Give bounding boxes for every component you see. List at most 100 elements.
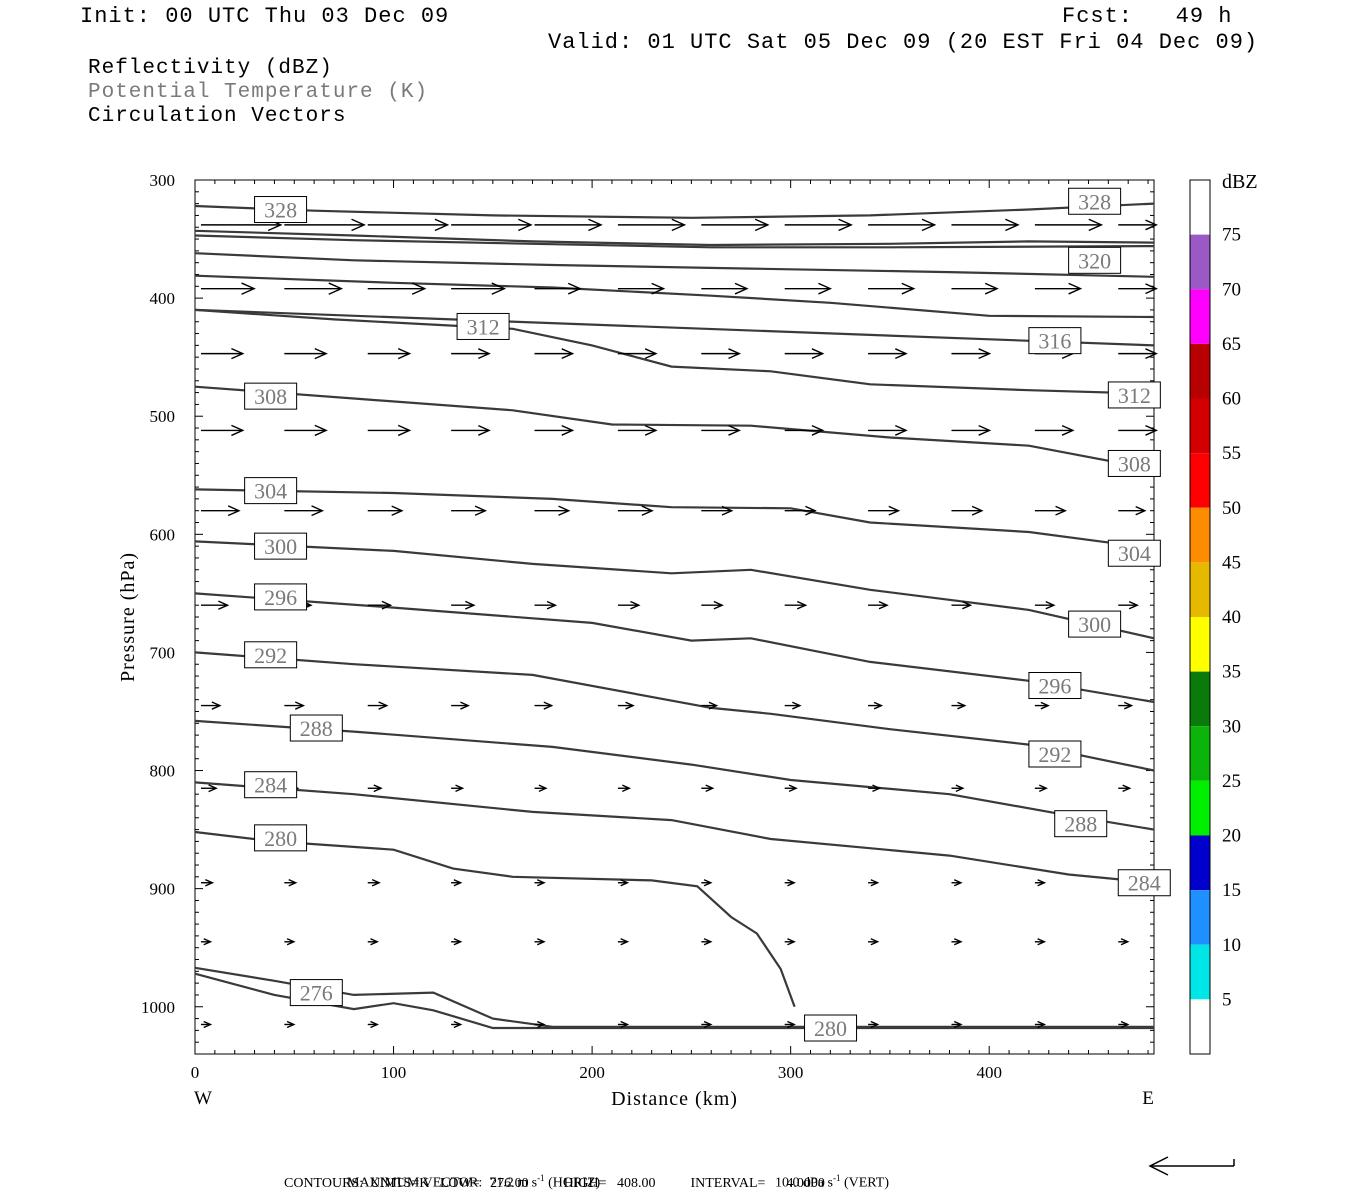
circulation-vector — [534, 218, 603, 232]
contour-label-box — [1107, 539, 1161, 567]
colorbar-level-label: 5 — [1222, 989, 1232, 1010]
circulation-vector — [534, 879, 546, 887]
vector-head — [805, 505, 817, 516]
circulation-vector — [451, 701, 470, 710]
vector-head — [641, 505, 654, 516]
circulation-vector — [951, 424, 992, 436]
vector-head — [870, 1020, 880, 1029]
circulation-vector — [951, 879, 963, 887]
vector-head — [1038, 784, 1048, 793]
contour-label: 308 — [1118, 451, 1151, 476]
vector-head — [622, 784, 632, 793]
theta-contour — [194, 252, 1155, 278]
circulation-vector — [951, 1020, 963, 1029]
vector-head — [491, 282, 507, 295]
vector-head — [708, 701, 719, 710]
circulation-vector — [784, 424, 825, 436]
vector-head — [1037, 879, 1047, 887]
circulation-vector — [534, 784, 548, 793]
circulation-vector — [1118, 701, 1134, 710]
theta-contour — [194, 781, 1155, 884]
vector-head — [231, 424, 245, 437]
circulation-vector — [200, 505, 241, 517]
circulation-vector — [1118, 1020, 1130, 1029]
circulation-vector — [868, 938, 880, 946]
theta-contour — [194, 488, 1155, 550]
circulation-vector — [367, 347, 412, 360]
circulation-vector — [451, 938, 463, 946]
circulation-vector — [1034, 600, 1056, 610]
vector-head — [453, 938, 463, 946]
contour-label: 292 — [254, 643, 287, 668]
circulation-vector — [617, 701, 635, 710]
vector-head — [620, 938, 630, 946]
circulation-vector — [784, 218, 853, 232]
vector-head — [474, 505, 488, 516]
circulation-vector — [701, 348, 742, 360]
vector-head — [378, 701, 389, 710]
circulation-vector — [534, 424, 575, 436]
circulation-vector — [701, 218, 770, 232]
contour-label: 296 — [1038, 674, 1071, 699]
circulation-vector — [784, 505, 817, 516]
theta-contour — [194, 830, 796, 1008]
vector-head — [391, 505, 404, 516]
circulation-vector — [367, 938, 379, 946]
circulation-vector — [701, 1020, 713, 1029]
vector-head — [921, 218, 937, 232]
circulation-vector — [868, 348, 908, 360]
circulation-vector — [451, 1020, 463, 1029]
circulation-vector — [784, 600, 808, 610]
init-time: Init: 00 UTC Thu 03 Dec 09 — [80, 4, 450, 29]
colorbar-level-label: 30 — [1222, 716, 1241, 737]
theta-contour — [194, 651, 1155, 772]
colorbar-level-label: 55 — [1222, 443, 1241, 464]
vector-head — [1045, 600, 1056, 610]
vector-head — [953, 1020, 963, 1029]
vector-head — [705, 784, 715, 793]
contour-label-box — [289, 979, 343, 1007]
circulation-vector — [617, 600, 641, 610]
theta-contour — [194, 719, 1155, 831]
vector-head — [978, 424, 992, 436]
vector-head — [478, 348, 491, 360]
circulation-vector — [617, 424, 658, 436]
vector-head — [870, 879, 880, 887]
contour-label: 304 — [254, 479, 287, 504]
circulation-vector — [784, 701, 802, 710]
circulation-vector — [951, 701, 967, 710]
contour-label-box — [254, 583, 308, 611]
circulation-vector — [534, 348, 575, 360]
vector-head — [651, 282, 666, 295]
circulation-vector — [784, 348, 825, 360]
vector-head — [294, 701, 306, 710]
vector-head — [787, 938, 796, 946]
vector-head — [518, 218, 533, 232]
vector-head — [630, 600, 641, 610]
x-axis-title: Distance (km) — [611, 1088, 738, 1110]
vector-head — [955, 784, 965, 793]
x-tick-label: 400 — [976, 1063, 1002, 1082]
vector-head — [227, 505, 241, 517]
circulation-vector — [951, 938, 963, 946]
max-vector-horiz-exp: -1 — [537, 1173, 545, 1183]
circulation-vector — [534, 600, 558, 610]
circulation-vector — [200, 1020, 213, 1029]
colorbar-segment — [1190, 671, 1210, 727]
contour-label: 280 — [814, 1016, 847, 1041]
theta-contour — [194, 229, 1155, 247]
circulation-vector — [284, 505, 325, 517]
colorbar-level-label: 75 — [1222, 225, 1241, 246]
vector-head — [218, 600, 230, 610]
circulation-vector — [617, 348, 658, 360]
vector-head — [1120, 938, 1130, 946]
vector-head — [455, 784, 465, 793]
y-tick-label: 1000 — [141, 998, 175, 1017]
theta-contour — [194, 202, 1155, 219]
contour-label-box — [244, 477, 298, 505]
colorbar-level-label: 40 — [1222, 607, 1241, 628]
circulation-vector — [868, 505, 901, 516]
colorbar-level-label: 20 — [1222, 826, 1241, 847]
vector-head — [1123, 701, 1134, 710]
